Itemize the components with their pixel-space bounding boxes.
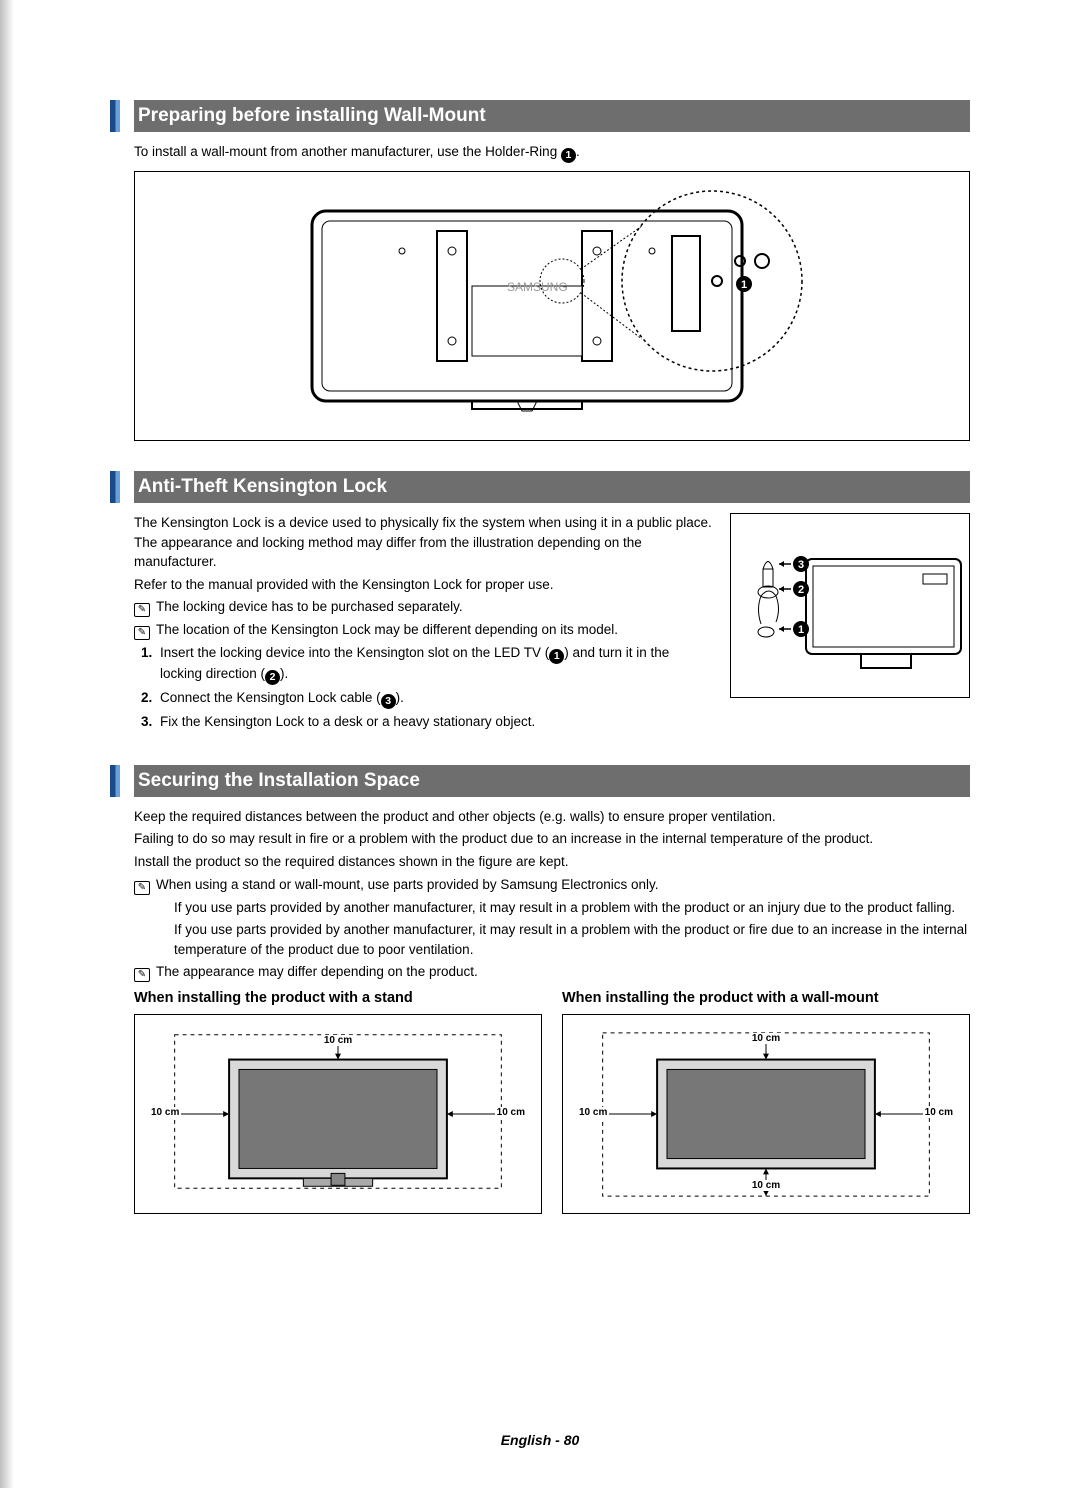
note-icon: ✎ (134, 626, 150, 640)
stand-diagram: 10 cm 10 cm 10 cm (134, 1014, 542, 1214)
spacing-figures-row: When installing the product with a stand… (134, 990, 970, 1214)
kens-step1: Insert the locking device into the Kensi… (156, 643, 714, 685)
section3-body: Keep the required distances between the … (134, 807, 970, 982)
kens-note2: ✎ The location of the Kensington Lock may… (134, 620, 714, 640)
dim-top: 10 cm (322, 1035, 354, 1046)
dim-right: 10 cm (923, 1107, 955, 1118)
section1-body: To install a wall-mount from another man… (134, 142, 970, 163)
section-accent-bar (110, 471, 120, 503)
dim-left: 10 cm (577, 1107, 609, 1118)
footer-page: 80 (564, 1432, 580, 1448)
section1-title: Preparing before installing Wall-Mount (134, 100, 970, 132)
wallmount-diagram: 10 cm 10 cm 10 cm 10 cm (562, 1014, 970, 1214)
step2-num-icon: 3 (381, 694, 396, 709)
wall-mount-diagram: SAMSUNG 1 (134, 171, 970, 441)
note-icon: ✎ (134, 603, 150, 617)
section1-intro-b: . (576, 144, 580, 159)
s3-note2: ✎ The appearance may differ depending on … (134, 962, 970, 982)
section2-title: Anti-Theft Kensington Lock (134, 471, 970, 503)
section1-intro-a: To install a wall-mount from another man… (134, 144, 561, 159)
dim-left: 10 cm (149, 1107, 181, 1118)
kens-steps: Insert the locking device into the Kensi… (156, 643, 714, 732)
kens-note1-text: The locking device has to be purchased s… (156, 599, 463, 614)
s3-note1: ✎ When using a stand or wall-mount, use p… (134, 875, 970, 895)
kensington-diagram: 3 2 1 (730, 513, 970, 698)
s3-note1-sub2: If you use parts provided by another man… (174, 920, 970, 959)
step1-num1-icon: 1 (549, 649, 564, 664)
samsung-logo-text: SAMSUNG (507, 280, 568, 294)
step1-num2-icon: 2 (265, 670, 280, 685)
page-footer: English - 80 (0, 1432, 1080, 1448)
svg-text:1: 1 (741, 279, 747, 291)
footer-lang: English (501, 1432, 552, 1448)
dim-right: 10 cm (495, 1107, 527, 1118)
s1a: Insert the locking device into the Kensi… (160, 645, 549, 660)
kens-p2: Refer to the manual provided with the Ke… (134, 575, 714, 595)
kens-note2-text: The location of the Kensington Lock may … (156, 622, 618, 637)
section-accent-bar (110, 765, 120, 797)
s2b: ). (396, 690, 404, 705)
s2a: Connect the Kensington Lock cable ( (160, 690, 381, 705)
s3-note1-sub1: If you use parts provided by another man… (174, 898, 970, 918)
kens-p1: The Kensington Lock is a device used to … (134, 513, 714, 572)
spacing-stand-col: When installing the product with a stand… (134, 990, 542, 1214)
section1-intro: To install a wall-mount from another man… (134, 142, 970, 163)
s3-note1-text: When using a stand or wall-mount, use pa… (156, 877, 659, 892)
svg-text:3: 3 (798, 559, 804, 571)
kens-step2: Connect the Kensington Lock cable (3). (156, 688, 714, 709)
kensington-svg: 3 2 1 (731, 514, 971, 699)
kens-step3: Fix the Kensington Lock to a desk or a h… (156, 712, 714, 732)
svg-text:2: 2 (798, 584, 804, 596)
s1c: ). (280, 666, 288, 681)
page-content: Preparing before installing Wall-Mount T… (110, 100, 970, 1214)
stand-heading: When installing the product with a stand (134, 990, 542, 1006)
svg-text:1: 1 (798, 624, 804, 636)
tv-back-illustration: SAMSUNG 1 (272, 181, 832, 431)
kens-note1: ✎ The locking device has to be purchased … (134, 597, 714, 617)
section3-header: Securing the Installation Space (110, 765, 970, 797)
wall-heading: When installing the product with a wall-… (562, 990, 970, 1006)
s3-note2-text: The appearance may differ depending on t… (156, 964, 478, 979)
footer-sep: - (551, 1432, 563, 1448)
s3-p3: Install the product so the required dist… (134, 852, 970, 872)
section-accent-bar (110, 100, 120, 132)
section2-header: Anti-Theft Kensington Lock (110, 471, 970, 503)
kensington-text: The Kensington Lock is a device used to … (134, 513, 714, 735)
note-icon: ✎ (134, 881, 150, 895)
s3-p2: Failing to do so may result in fire or a… (134, 829, 970, 849)
page-left-shadow (0, 0, 14, 1488)
dim-top: 10 cm (750, 1033, 782, 1044)
section1-header: Preparing before installing Wall-Mount (110, 100, 970, 132)
s3-p1: Keep the required distances between the … (134, 807, 970, 827)
dim-bottom: 10 cm (750, 1180, 782, 1191)
section3-title: Securing the Installation Space (134, 765, 970, 797)
holder-ring-callout-icon: 1 (561, 148, 576, 163)
spacing-wall-col: When installing the product with a wall-… (562, 990, 970, 1214)
kensington-row: The Kensington Lock is a device used to … (134, 513, 970, 735)
note-icon: ✎ (134, 968, 150, 982)
